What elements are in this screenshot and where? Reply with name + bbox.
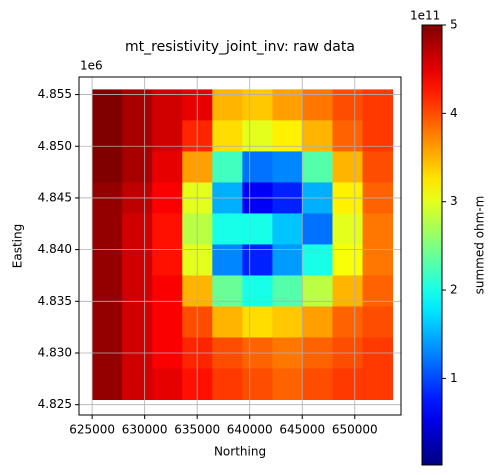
heatmap-cell (152, 120, 183, 152)
y-tick-label: 4.825 (38, 397, 72, 411)
colorbar-tick-label: 4 (450, 106, 458, 120)
colorbar-label: summed ohm-m (473, 196, 487, 295)
heatmap-cell (272, 306, 303, 338)
heatmap-cell (212, 213, 243, 245)
heatmap-cell (272, 275, 303, 307)
x-axis-label: Northing (214, 445, 266, 459)
heatmap-cell (362, 89, 394, 121)
heatmap-cell (242, 368, 273, 400)
y-tick-label: 4.830 (38, 345, 72, 359)
x-tick-label: 635000 (174, 423, 220, 437)
y-offset-label: 1e6 (80, 59, 103, 73)
heatmap-cell (332, 120, 364, 152)
heatmap-cell (212, 89, 243, 121)
heatmap-cell (242, 244, 273, 276)
heatmap-cell (272, 89, 303, 121)
heatmap-cell (272, 213, 303, 245)
heatmap-cell (122, 306, 153, 338)
heatmap-cell (92, 306, 123, 338)
heatmap-cell (212, 120, 243, 152)
heatmap-cell (242, 120, 273, 152)
heatmap-cell (212, 244, 243, 276)
heatmap-cell (302, 244, 334, 276)
heatmap-cell (302, 368, 334, 400)
heatmap-cell (332, 306, 364, 338)
heatmap-cell (92, 213, 123, 245)
heatmap-cell (272, 151, 303, 183)
colorbar-tick-label: 1 (450, 371, 458, 385)
heatmap-cell (332, 275, 364, 307)
heatmap-cell (362, 306, 394, 338)
heatmap-cell (122, 120, 153, 152)
heatmap-cell (122, 244, 153, 276)
heatmap-cell (152, 244, 183, 276)
heatmap-cell (242, 275, 273, 307)
heatmap-cell (362, 244, 394, 276)
colorbar-tick-label: 3 (450, 194, 458, 208)
heatmap-cell (152, 213, 183, 245)
heatmap-cell (302, 306, 334, 338)
heatmap-cell (152, 306, 183, 338)
heatmap-cell (332, 89, 364, 121)
heatmap-cell (362, 151, 394, 183)
x-tick-label: 650000 (332, 423, 378, 437)
heatmap-cell (242, 213, 273, 245)
heatmap-cell (362, 275, 394, 307)
heatmap-cell (212, 275, 243, 307)
heatmap-cell (152, 151, 183, 183)
heatmap-cell (272, 120, 303, 152)
heatmap-cell (92, 120, 123, 152)
y-tick-label: 4.835 (38, 294, 72, 308)
colorbar-offset-label: 1e11 (410, 9, 440, 23)
y-tick-label: 4.840 (38, 242, 72, 256)
heatmap-cell (332, 244, 364, 276)
heatmap-cell (302, 120, 334, 152)
y-tick-label: 4.850 (38, 139, 72, 153)
x-tick-label: 625000 (69, 423, 115, 437)
heatmap-cell (242, 151, 273, 183)
plot-frame (78, 76, 402, 416)
heatmap-cell (122, 151, 153, 183)
colorbar (421, 24, 443, 466)
heatmap-cell (332, 368, 364, 400)
x-tick-label: 630000 (122, 423, 168, 437)
heatmap-cell (302, 275, 334, 307)
heatmap-cell (122, 213, 153, 245)
heatmap-cell (362, 120, 394, 152)
heatmap-cell (92, 275, 123, 307)
colorbar-tick-label: 5 (450, 18, 458, 32)
heatmap-cell (362, 213, 394, 245)
heatmap-cell (212, 306, 243, 338)
heatmap-cell (242, 89, 273, 121)
heatmap-cell (332, 213, 364, 245)
heatmap-cell (92, 368, 123, 400)
heatmap-cell (242, 306, 273, 338)
heatmap-cell (332, 151, 364, 183)
heatmap-cell (302, 213, 334, 245)
heatmap-cell (272, 244, 303, 276)
heatmap-cell (272, 368, 303, 400)
heatmap-cell (92, 244, 123, 276)
heatmap-cell (152, 275, 183, 307)
heatmap-cell (302, 151, 334, 183)
x-tick-label: 640000 (227, 423, 273, 437)
heatmap-cell (152, 368, 183, 400)
heatmap-cell (212, 368, 243, 400)
y-tick-label: 4.855 (38, 87, 72, 101)
heatmap-cell (122, 275, 153, 307)
heatmap-cell (362, 368, 394, 400)
chart-title: mt_resistivity_joint_inv: raw data (125, 39, 355, 55)
heatmap-cell (302, 89, 334, 121)
colorbar-tick-label: 2 (450, 283, 458, 297)
heatmap-cell (212, 151, 243, 183)
heatmap-cell (122, 368, 153, 400)
heatmap-cell (152, 89, 183, 121)
y-axis-label: Easting (11, 224, 25, 268)
heatmap-cell (92, 151, 123, 183)
x-tick-label: 645000 (279, 423, 325, 437)
heatmap-cell (122, 89, 153, 121)
heatmap-cell (92, 89, 123, 121)
y-tick-label: 4.845 (38, 190, 72, 204)
